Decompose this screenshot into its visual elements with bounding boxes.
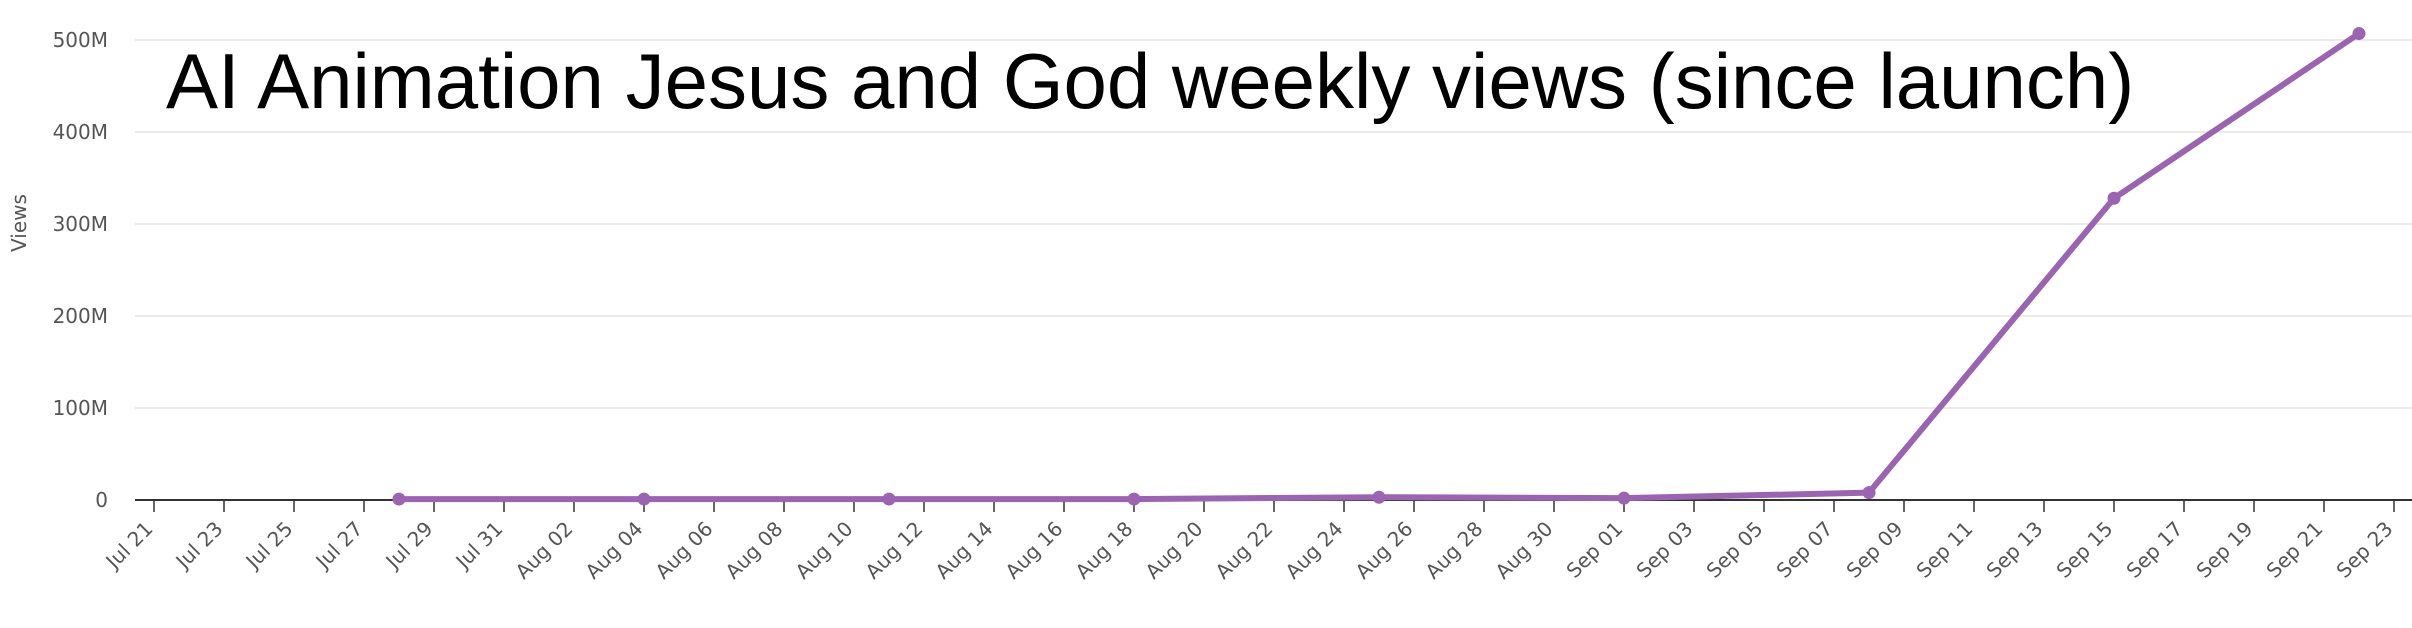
- x-tick-label: Aug 28: [1420, 517, 1487, 584]
- y-tick-label: 500M: [53, 28, 108, 52]
- x-tick-label: Sep 21: [2261, 517, 2327, 583]
- x-tick-label: Sep 15: [2051, 517, 2117, 583]
- x-tick-label: Aug 24: [1280, 517, 1347, 584]
- x-tick-label: Jul 31: [450, 517, 508, 575]
- x-tick-label: Jul 23: [170, 517, 228, 575]
- x-tick-label: Aug 30: [1490, 517, 1557, 584]
- x-tick-label: Sep 13: [1981, 517, 2047, 583]
- x-tick-label: Sep 05: [1701, 517, 1767, 583]
- point: [2107, 191, 2121, 205]
- y-tick-label: 0: [95, 488, 108, 512]
- x-tick-label: Aug 02: [510, 517, 577, 584]
- chart-title: AI Animation Jesus and God weekly views …: [166, 37, 2134, 125]
- x-tick-label: Sep 17: [2121, 517, 2187, 583]
- x-tick-label: Sep 19: [2191, 517, 2257, 583]
- x-tick-label: Aug 08: [720, 517, 787, 584]
- y-tick-label: 400M: [53, 120, 108, 144]
- x-tick-label: Aug 06: [650, 517, 717, 584]
- point: [882, 492, 896, 506]
- x-tick-label: Aug 22: [1210, 517, 1277, 584]
- x-tick-label: Aug 04: [580, 517, 647, 584]
- x-tick-label: Sep 03: [1631, 517, 1697, 583]
- x-tick-label: Sep 23: [2331, 517, 2397, 583]
- y-tick-label: 300M: [53, 212, 108, 236]
- point: [637, 492, 651, 506]
- point: [1127, 492, 1141, 506]
- x-tick-label: Sep 11: [1911, 517, 1977, 583]
- y-axis-label: Views: [7, 194, 31, 252]
- point: [1862, 486, 1876, 500]
- x-tick-label: Sep 09: [1841, 517, 1907, 583]
- x-tick-label: Aug 12: [860, 517, 927, 584]
- x-tick-label: Jul 27: [310, 517, 368, 575]
- x-tick-label: Sep 07: [1771, 517, 1837, 583]
- y-tick-label: 200M: [53, 304, 108, 328]
- x-tick-label: Aug 14: [930, 517, 997, 584]
- point: [1617, 491, 1631, 505]
- x-tick-label: Aug 20: [1140, 517, 1207, 584]
- point: [2352, 27, 2366, 41]
- x-tick-label: Aug 18: [1070, 517, 1137, 584]
- y-tick-label: 100M: [53, 396, 108, 420]
- point: [1372, 490, 1386, 504]
- x-tick-label: Aug 10: [790, 517, 857, 584]
- point: [392, 492, 406, 506]
- x-tick-label: Jul 21: [100, 517, 158, 575]
- x-tick-label: Aug 16: [1000, 517, 1067, 584]
- x-tick-label: Jul 29: [380, 517, 438, 575]
- x-tick-label: Sep 01: [1561, 517, 1627, 583]
- x-tick-label: Aug 26: [1350, 517, 1417, 584]
- x-tick-label: Jul 25: [240, 517, 298, 575]
